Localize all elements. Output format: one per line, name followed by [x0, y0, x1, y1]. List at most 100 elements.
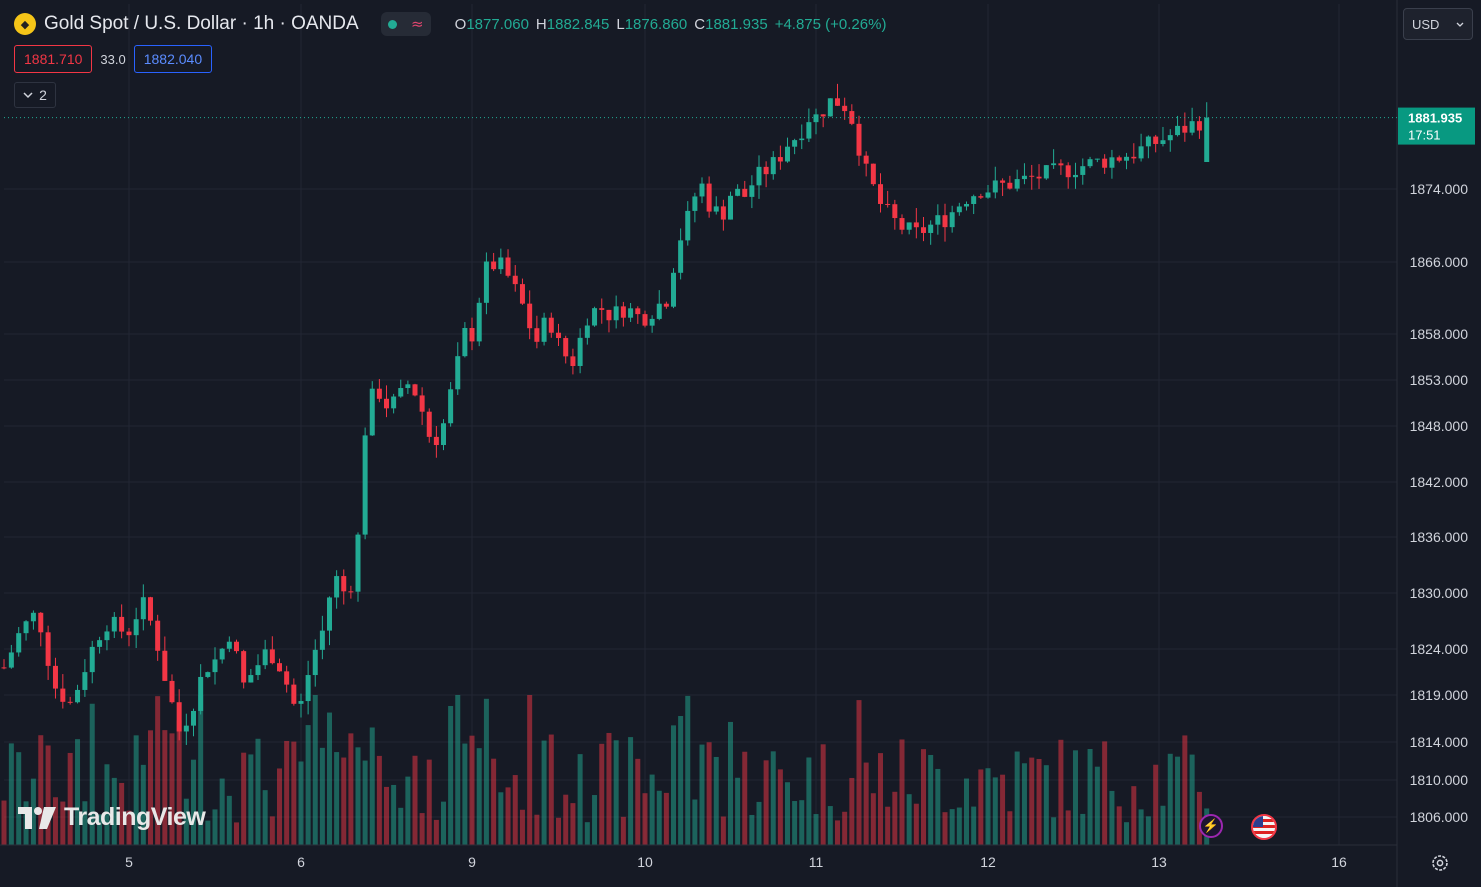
candle-body	[30, 612, 36, 622]
volume-bar	[577, 754, 583, 845]
volume-bar	[606, 732, 612, 845]
candle-body	[1058, 163, 1064, 166]
market-status-pill[interactable]: ≈	[380, 12, 431, 36]
candle-body	[685, 210, 691, 241]
volume-bar	[1189, 754, 1195, 845]
volume-bar	[935, 768, 941, 845]
candle-body	[1196, 121, 1202, 131]
x-tick-label: 6	[297, 854, 305, 870]
watermark-text: TradingView	[64, 803, 206, 831]
candle-body	[148, 597, 153, 621]
volume-bar	[663, 792, 669, 845]
volume-bar	[226, 795, 232, 845]
volume-bar	[1145, 816, 1151, 845]
candle-body	[205, 672, 211, 677]
volume-bar	[913, 803, 919, 845]
last-price-tag	[1398, 107, 1475, 145]
candle-body	[111, 616, 117, 632]
bar-countdown: 17:51	[1408, 128, 1441, 143]
tradingview-watermark: TradingView	[18, 803, 206, 832]
candle-body	[570, 356, 576, 367]
volume-bar	[448, 705, 454, 845]
volume-bar	[971, 806, 977, 845]
candle-body	[735, 188, 741, 196]
symbol-title[interactable]: Gold Spot / U.S. Dollar · 1h · OANDA	[44, 13, 359, 34]
candle-body	[1072, 174, 1078, 178]
candle-body	[913, 222, 919, 228]
volume-bar	[964, 778, 969, 845]
volume-bar	[878, 753, 883, 845]
candle-body	[935, 215, 941, 225]
volume-bar	[892, 791, 898, 845]
candle-body	[1153, 136, 1159, 144]
candle-body	[262, 649, 268, 666]
candle-body	[606, 309, 612, 321]
indicators-toggle[interactable]: 2	[14, 82, 56, 108]
candle-body	[906, 222, 912, 230]
candle-body	[284, 671, 290, 685]
candle-body	[1189, 121, 1195, 133]
volume-bar	[942, 812, 948, 845]
candle-body	[928, 224, 934, 233]
volume-bar	[1014, 751, 1020, 845]
volume-bar	[155, 696, 161, 845]
us-flag-event-icon[interactable]	[1251, 814, 1277, 840]
candle-body	[856, 123, 862, 156]
volume-bar	[692, 799, 698, 845]
candle-body	[1021, 175, 1027, 180]
candle-body	[1007, 182, 1013, 189]
volume-bar	[319, 747, 325, 845]
candle-body	[964, 203, 969, 207]
settings-gear-icon[interactable]	[1427, 850, 1453, 876]
candle-body	[720, 206, 726, 220]
candle-body	[219, 648, 225, 660]
lightning-event-icon[interactable]: ⚡	[1199, 814, 1223, 838]
volume-bar	[16, 752, 22, 845]
y-tick-label: 1842.000	[1410, 474, 1469, 490]
candle-body	[777, 157, 783, 162]
candle-body	[556, 332, 561, 339]
volume-bar	[770, 751, 776, 845]
y-tick-label: 1853.000	[1410, 372, 1469, 388]
candle-body	[842, 105, 848, 112]
candle-body	[1029, 175, 1035, 177]
volume-bar	[38, 735, 44, 845]
candle-body	[327, 597, 332, 631]
volume-bar	[685, 695, 691, 845]
candle-body	[462, 328, 468, 357]
volume-bar	[341, 757, 347, 845]
candle-body	[541, 317, 547, 342]
volume-bar	[476, 748, 482, 845]
volume-bar	[870, 793, 876, 845]
volume-bar	[863, 762, 869, 845]
candle-body	[369, 388, 375, 436]
candle-body	[584, 325, 590, 338]
volume-bar	[706, 742, 712, 845]
candle-body	[104, 631, 110, 641]
currency-select[interactable]: USD	[1403, 8, 1473, 40]
volume-bar	[376, 755, 382, 845]
candle-body	[476, 302, 482, 342]
volume-bar	[255, 738, 261, 845]
candle-body	[985, 192, 991, 198]
grid	[4, 4, 1397, 845]
candle-body	[678, 240, 684, 273]
bid-ask-panel: 1881.710 33.0 1882.040	[14, 45, 213, 73]
volume-bar	[720, 816, 726, 845]
candle-body	[1145, 136, 1151, 147]
candle-body	[341, 576, 347, 592]
volume-bar	[97, 814, 103, 845]
candle-body	[133, 619, 139, 636]
volume-bar	[126, 810, 132, 845]
buy-button[interactable]: 1882.040	[133, 45, 213, 73]
volume-bar	[348, 733, 354, 845]
volume-bar	[885, 806, 891, 845]
volume-bar	[405, 776, 411, 845]
candle-body	[491, 261, 497, 270]
ohlc-values: O1877.060 H1882.845 L1876.860 C1881.935 …	[455, 16, 887, 33]
volume-bar	[82, 801, 88, 845]
candle-body	[162, 650, 168, 681]
sell-button[interactable]: 1881.710	[14, 45, 93, 73]
